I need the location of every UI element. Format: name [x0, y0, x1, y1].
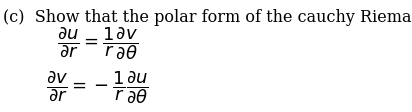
Text: $\dfrac{\partial u}{\partial r} = \dfrac{1}{r}\dfrac{\partial v}{\partial \theta: $\dfrac{\partial u}{\partial r} = \dfrac… [57, 25, 138, 61]
Text: (c)  Show that the polar form of the cauchy Riemann equations is: (c) Show that the polar form of the cauc… [3, 9, 412, 26]
Text: $\dfrac{\partial v}{\partial r} = -\dfrac{1}{r}\dfrac{\partial u}{\partial \thet: $\dfrac{\partial v}{\partial r} = -\dfra… [47, 69, 149, 104]
